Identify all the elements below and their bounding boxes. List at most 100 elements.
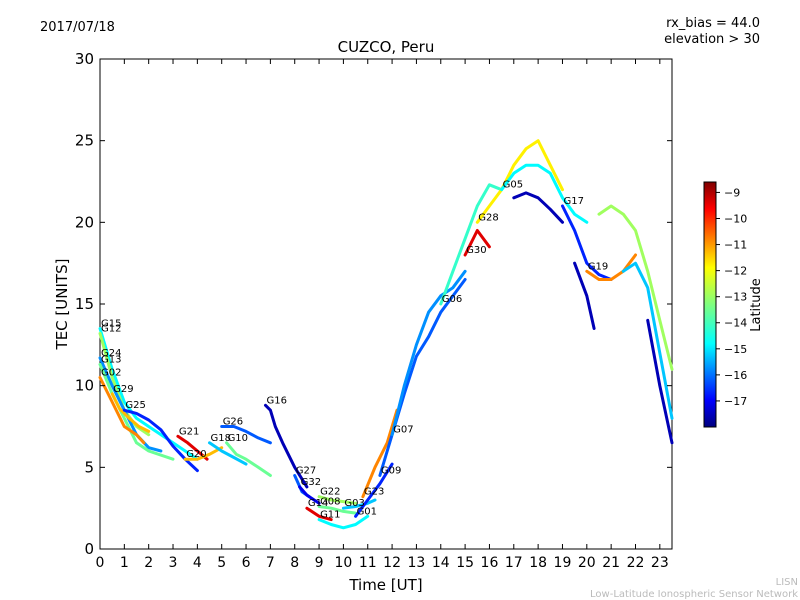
y-tick-label: 15 bbox=[75, 295, 94, 313]
colorbar-tick-label: −15 bbox=[724, 343, 747, 356]
series-label: G11 bbox=[320, 510, 340, 521]
series-label: G19 bbox=[588, 261, 608, 272]
series-line-g23 bbox=[361, 408, 399, 499]
x-tick-label: 21 bbox=[602, 555, 620, 571]
series-label: G32 bbox=[301, 477, 321, 488]
y-axis-label: TEC [UNITS] bbox=[53, 259, 71, 351]
y-tick-label: 25 bbox=[75, 132, 94, 150]
series-line-g02 bbox=[98, 376, 146, 445]
series-line-g35 bbox=[646, 318, 674, 445]
series-label: G18 bbox=[211, 433, 231, 444]
x-tick-label: 5 bbox=[217, 555, 226, 571]
series-label: G24 bbox=[101, 348, 121, 359]
colorbar-ticks: −9 −10 −11 −12 −13 −14 −15 −16 −17 bbox=[716, 186, 747, 408]
series-line-g33 bbox=[597, 204, 674, 371]
series-label: G10 bbox=[228, 433, 248, 444]
series-label: G22 bbox=[320, 487, 340, 498]
chart-title: CUZCO, Peru bbox=[338, 38, 435, 56]
x-tick-label: 1 bbox=[120, 555, 129, 571]
series-label: G16 bbox=[267, 395, 287, 406]
x-tick-label: 2 bbox=[144, 555, 153, 571]
x-tick-label: 4 bbox=[193, 555, 202, 571]
series-line-g17 bbox=[561, 204, 613, 281]
series-line-g01 bbox=[354, 462, 394, 518]
series-layer bbox=[98, 139, 674, 530]
series-label: G29 bbox=[113, 384, 133, 395]
series-line-g24 bbox=[98, 356, 163, 453]
footer-org-short: LISN bbox=[776, 577, 798, 588]
colorbar-tick-label: −11 bbox=[724, 239, 747, 252]
x-tick-label: 16 bbox=[481, 555, 499, 571]
series-line-g07 bbox=[390, 269, 467, 437]
x-tick-label: 13 bbox=[408, 555, 426, 571]
series-label: G05 bbox=[503, 180, 523, 191]
series-line-g36 bbox=[512, 191, 564, 224]
x-tick-label: 11 bbox=[359, 555, 377, 571]
series-label: G06 bbox=[442, 294, 462, 305]
y-tick-label: 20 bbox=[75, 213, 94, 231]
y-tick-label: 0 bbox=[84, 540, 94, 558]
series-label: G12 bbox=[101, 323, 121, 334]
series-line-g30 bbox=[463, 229, 491, 257]
series-line-g16 bbox=[264, 403, 309, 489]
series-label: G14 bbox=[308, 498, 328, 509]
series-line-g13 bbox=[98, 362, 175, 461]
series-label: G08 bbox=[320, 497, 340, 508]
x-tick-label: 20 bbox=[578, 555, 596, 571]
elevation-label: elevation > 30 bbox=[664, 32, 760, 47]
series-line-g09 bbox=[378, 278, 467, 477]
x-tick-label: 22 bbox=[627, 555, 645, 571]
series-line-g06 bbox=[439, 183, 504, 306]
date-label: 2017/07/18 bbox=[40, 20, 115, 35]
x-tick-label: 19 bbox=[554, 555, 572, 571]
series-line-g34 bbox=[621, 261, 674, 420]
x-axis: 0 1 2 3 4 5 6 7 8 9 10 11 12 13 14 15 16 17 18 19 20 21 22 23 bbox=[96, 59, 669, 571]
x-tick-label: 17 bbox=[505, 555, 523, 571]
series-line-g20 bbox=[183, 446, 224, 461]
series-label: G07 bbox=[393, 425, 413, 436]
y-tick-label: 10 bbox=[75, 377, 94, 395]
series-line-g10 bbox=[225, 441, 272, 477]
x-tick-label: 18 bbox=[529, 555, 547, 571]
series-label: G13 bbox=[101, 354, 121, 365]
series-line-g28 bbox=[475, 139, 564, 224]
series-line-g15 bbox=[98, 327, 199, 461]
series-label: G02 bbox=[101, 368, 121, 379]
series-label: G25 bbox=[125, 400, 145, 411]
y-axis: 0 5 10 15 20 25 30 bbox=[75, 50, 672, 558]
x-tick-label: 3 bbox=[169, 555, 178, 571]
colorbar-tick-label: −9 bbox=[724, 186, 740, 199]
x-tick-label: 12 bbox=[383, 555, 401, 571]
x-tick-label: 6 bbox=[242, 555, 251, 571]
series-label: G21 bbox=[179, 426, 199, 437]
series-line-g21 bbox=[176, 434, 209, 461]
series-line-g26 bbox=[220, 425, 272, 445]
series-line-g37 bbox=[573, 261, 596, 330]
series-label: G28 bbox=[478, 212, 498, 223]
colorbar-tick-label: −13 bbox=[724, 291, 747, 304]
y-tick-label: 5 bbox=[84, 458, 94, 476]
series-label: G30 bbox=[466, 245, 486, 256]
series-line-g32 bbox=[298, 485, 321, 505]
series-line-g05 bbox=[500, 163, 589, 224]
series-label: G09 bbox=[381, 466, 401, 477]
x-tick-label: 23 bbox=[651, 555, 669, 571]
series-label: G15 bbox=[101, 319, 121, 330]
x-tick-label: 10 bbox=[334, 555, 352, 571]
series-line-g29 bbox=[110, 392, 151, 433]
series-line-g19 bbox=[585, 253, 637, 281]
series-line-g08 bbox=[317, 505, 358, 515]
series-label: G23 bbox=[364, 487, 384, 498]
x-axis-label: Time [UT] bbox=[348, 576, 422, 594]
series-label: G20 bbox=[186, 449, 206, 460]
series-line-g18 bbox=[208, 441, 248, 466]
series-line-g11 bbox=[317, 514, 370, 530]
x-tick-label: 14 bbox=[432, 555, 450, 571]
x-tick-label: 0 bbox=[96, 555, 105, 571]
footer-org-long: Low-Latitude Ionospheric Sensor Network bbox=[590, 589, 798, 600]
series-line-g22 bbox=[317, 495, 358, 505]
colorbar-tick-label: −14 bbox=[724, 317, 747, 330]
x-tick-label: 8 bbox=[290, 555, 299, 571]
